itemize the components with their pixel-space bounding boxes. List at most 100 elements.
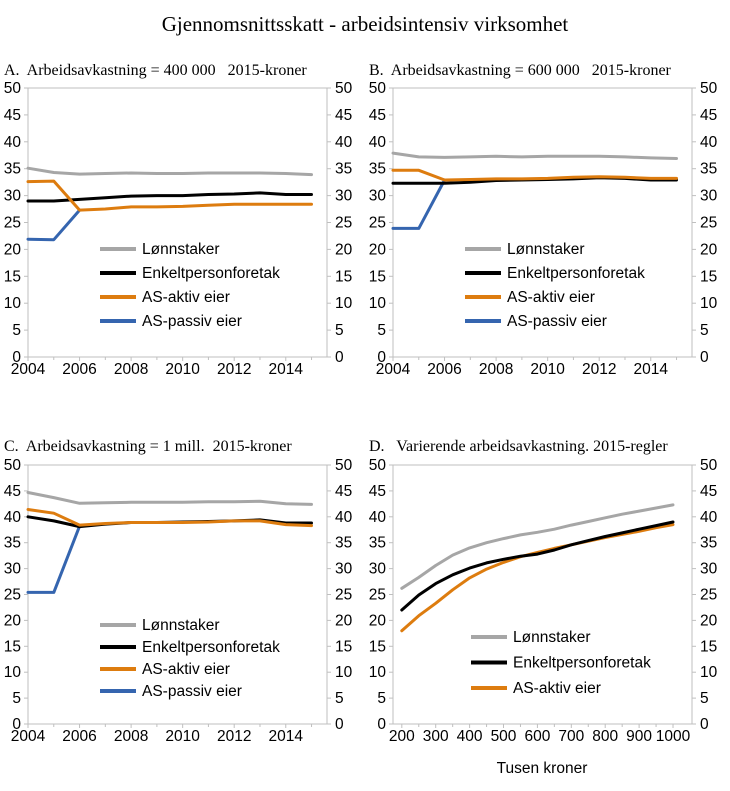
y-tick-label-left: 30 <box>369 561 387 578</box>
x-tick-label: 2006 <box>62 361 96 378</box>
y-tick-label-right: 25 <box>700 587 717 604</box>
series-line-as_passiv <box>26 208 82 242</box>
legend-label-enkeltpersonforetak: Enkeltpersonforetak <box>513 655 651 672</box>
x-tick-label: 2012 <box>217 728 251 745</box>
x-tick-label: 800 <box>592 728 618 745</box>
y-tick-label-right: 10 <box>700 664 718 681</box>
y-tick-label-right: 40 <box>700 134 718 151</box>
x-tick-label: 2012 <box>582 361 616 378</box>
panel-c-chart: C. Arbeidsavkastning = 1 mill. 2015-kron… <box>4 438 353 745</box>
y-tick-label-right: 0 <box>700 716 709 733</box>
y-tick-label-right: 35 <box>700 161 717 178</box>
legend-label-as_aktiv: AS-aktiv eier <box>142 289 230 306</box>
legend-label-as_passiv: AS-passiv eier <box>507 313 607 330</box>
y-tick-label-right: 30 <box>335 188 353 205</box>
y-tick-label-left: 20 <box>4 241 22 258</box>
x-tick-label: 500 <box>491 728 517 745</box>
y-tick-label-right: 40 <box>700 509 718 526</box>
y-tick-label-right: 15 <box>335 638 352 655</box>
legend-label-lonnstaker: Lønnstaker <box>513 629 591 646</box>
y-tick-label-left: 20 <box>4 612 22 629</box>
y-tick-label-right: 50 <box>700 80 718 97</box>
x-tick-label: 2010 <box>165 361 200 378</box>
x-tick-label: 2004 <box>376 361 411 378</box>
y-tick-label-right: 5 <box>700 322 709 339</box>
series-line-lonnstaker <box>26 491 313 506</box>
y-tick-label-right: 20 <box>335 612 353 629</box>
figure-title: Gjennomsnittsskatt - arbeidsintensiv vir… <box>161 12 569 36</box>
y-tick-label-left: 5 <box>12 322 21 339</box>
legend-label-lonnstaker: Lønnstaker <box>142 241 220 258</box>
series-line-enkeltpersonforetak <box>400 520 675 612</box>
y-tick-label-left: 50 <box>369 457 387 474</box>
y-tick-label-right: 10 <box>335 295 353 312</box>
y-tick-label-right: 5 <box>335 322 344 339</box>
y-tick-label-right: 35 <box>335 535 352 552</box>
legend-label-as_aktiv: AS-aktiv eier <box>142 661 230 678</box>
x-tick-label: 2012 <box>217 361 251 378</box>
series-line-as_aktiv <box>400 523 675 633</box>
x-tick-label: 200 <box>389 728 415 745</box>
y-tick-label-right: 0 <box>335 716 344 733</box>
series-line-as_aktiv <box>391 168 678 182</box>
y-tick-label-right: 10 <box>335 664 353 681</box>
x-tick-label: 2008 <box>479 361 513 378</box>
y-tick-label-right: 20 <box>700 612 718 629</box>
y-tick-label-right: 0 <box>335 349 344 366</box>
y-tick-label-left: 30 <box>4 561 22 578</box>
y-tick-label-left: 25 <box>369 215 386 232</box>
x-tick-label: 2010 <box>165 728 200 745</box>
x-axis-title: Tusen kroner <box>497 760 588 777</box>
y-tick-label-right: 5 <box>700 690 709 707</box>
x-tick-label: 300 <box>423 728 449 745</box>
panel-b-title: B. Arbeidsavkastning = 600 000 2015-kron… <box>369 62 672 79</box>
panel-b-chart: B. Arbeidsavkastning = 600 000 2015-kron… <box>369 62 718 378</box>
panel-d-title: D. Varierende arbeidsavkastning. 2015-re… <box>369 438 668 455</box>
y-tick-label-left: 45 <box>369 107 386 124</box>
y-tick-label-left: 10 <box>4 295 22 312</box>
y-tick-label-left: 35 <box>369 535 386 552</box>
y-tick-label-left: 5 <box>377 322 386 339</box>
panel-a-chart: A. Arbeidsavkastning = 400 000 2015-kron… <box>4 62 353 378</box>
y-tick-label-left: 15 <box>369 638 386 655</box>
y-tick-label-left: 10 <box>369 295 387 312</box>
y-tick-label-left: 0 <box>377 716 386 733</box>
y-tick-label-left: 20 <box>369 612 387 629</box>
y-tick-label-right: 30 <box>335 561 353 578</box>
y-tick-label-right: 25 <box>700 215 717 232</box>
y-tick-label-right: 45 <box>335 483 352 500</box>
y-tick-label-right: 15 <box>700 638 717 655</box>
y-tick-label-left: 35 <box>4 535 21 552</box>
y-tick-label-left: 45 <box>4 107 21 124</box>
y-tick-label-left: 5 <box>377 690 386 707</box>
y-tick-label-right: 25 <box>335 215 352 232</box>
x-tick-label: 400 <box>457 728 483 745</box>
y-tick-label-left: 0 <box>12 716 21 733</box>
y-tick-label-left: 20 <box>369 241 387 258</box>
y-tick-label-left: 40 <box>4 509 22 526</box>
x-tick-label: 2008 <box>114 361 148 378</box>
series-line-enkeltpersonforetak <box>26 191 313 203</box>
y-tick-label-left: 25 <box>369 587 386 604</box>
y-tick-label-left: 40 <box>4 134 22 151</box>
x-tick-label: 2006 <box>62 728 96 745</box>
legend-label-as_passiv: AS-passiv eier <box>142 313 242 330</box>
x-tick-label: 2014 <box>269 361 304 378</box>
y-tick-label-left: 10 <box>4 664 22 681</box>
y-tick-label-right: 45 <box>700 107 717 124</box>
x-tick-label: 2006 <box>427 361 461 378</box>
y-tick-label-right: 50 <box>335 80 353 97</box>
x-tick-label: 1000 <box>656 728 691 745</box>
legend-label-lonnstaker: Lønnstaker <box>507 241 585 258</box>
y-tick-label-left: 50 <box>4 80 22 97</box>
y-tick-label-left: 5 <box>12 690 21 707</box>
y-tick-label-right: 15 <box>700 268 717 285</box>
y-tick-label-left: 35 <box>369 161 386 178</box>
y-tick-label-right: 0 <box>700 349 709 366</box>
y-tick-label-right: 35 <box>700 535 717 552</box>
y-tick-label-left: 30 <box>369 188 387 205</box>
x-tick-label: 900 <box>626 728 652 745</box>
y-tick-label-right: 25 <box>335 587 352 604</box>
y-tick-label-right: 20 <box>700 241 718 258</box>
